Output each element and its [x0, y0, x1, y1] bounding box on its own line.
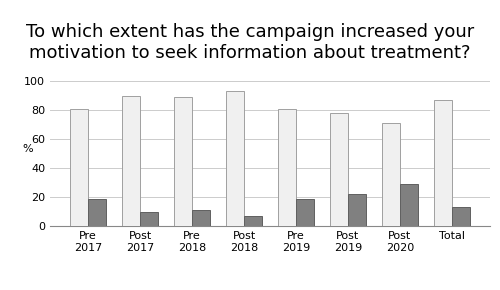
- Bar: [434, 100, 452, 226]
- Bar: [278, 109, 296, 226]
- Bar: [452, 207, 470, 226]
- Bar: [244, 216, 262, 226]
- Bar: [174, 97, 192, 226]
- Bar: [192, 210, 210, 226]
- Bar: [70, 109, 88, 226]
- Bar: [140, 212, 158, 226]
- Bar: [226, 91, 244, 226]
- Bar: [88, 199, 106, 226]
- Text: To which extent has the campaign increased your
motivation to seek information a: To which extent has the campaign increas…: [26, 23, 474, 62]
- Bar: [122, 96, 140, 226]
- Bar: [400, 184, 418, 226]
- Bar: [296, 199, 314, 226]
- Bar: [348, 194, 366, 226]
- Bar: [382, 123, 400, 226]
- Bar: [330, 113, 348, 226]
- Y-axis label: %: %: [22, 144, 34, 154]
